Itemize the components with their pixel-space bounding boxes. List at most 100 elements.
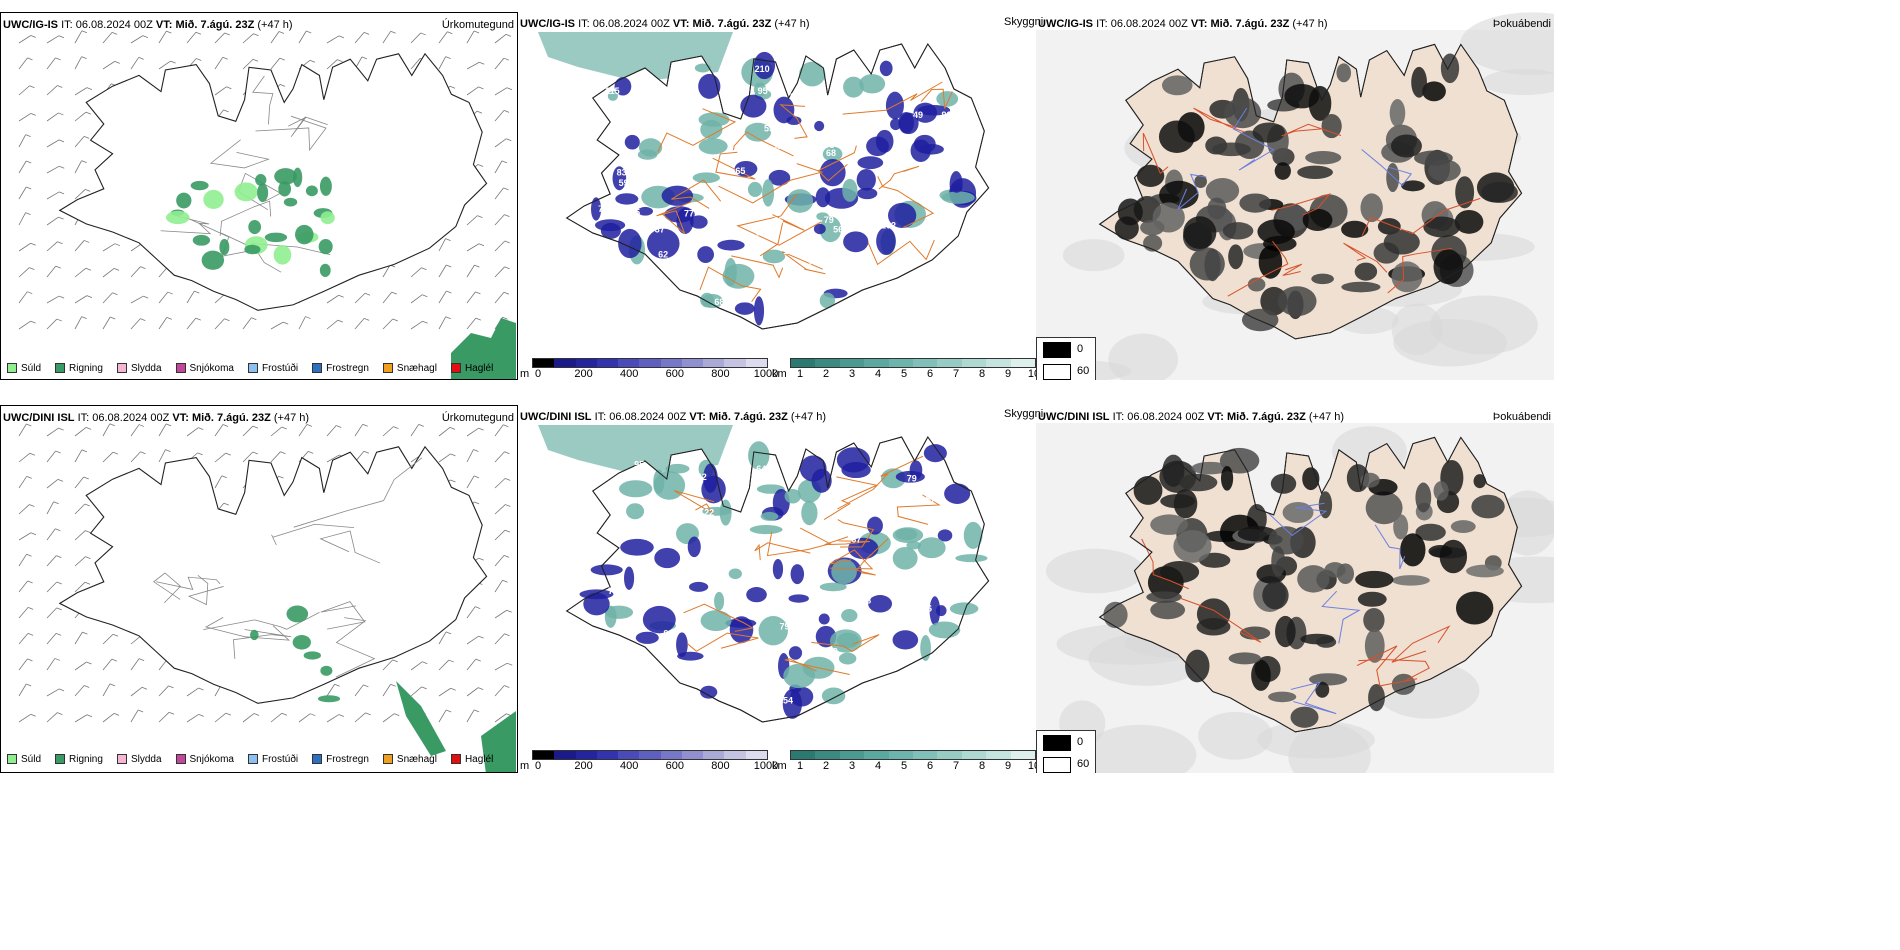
- wind-barb-tick: [55, 528, 61, 532]
- wind-barb-tick: [281, 426, 287, 430]
- cloud-cell: [822, 146, 843, 162]
- cloud-cell: [624, 134, 640, 150]
- wind-barb-tick: [140, 318, 146, 321]
- fog-cell: [1275, 615, 1296, 648]
- colorbar-step: [912, 359, 938, 367]
- fog-cell: [1189, 247, 1225, 281]
- wind-barb-tick: [30, 532, 37, 536]
- wind-barb-tick: [475, 606, 481, 610]
- wind-barb: [18, 713, 31, 723]
- cloud-cell: [626, 503, 645, 520]
- fog-swirl: [1082, 724, 1197, 773]
- fog-cell: [1290, 706, 1319, 728]
- colorbar-step: [864, 359, 889, 367]
- wind-barb: [494, 240, 506, 252]
- wind-barb-tick: [29, 504, 35, 507]
- colorbar-step: [703, 359, 725, 367]
- vt-label: VT:: [155, 19, 173, 31]
- cloud-base-label: 87: [904, 655, 914, 665]
- wind-barb-tick: [503, 109, 510, 113]
- cloud-base-label: 65: [811, 276, 821, 286]
- wind-barb: [46, 607, 57, 619]
- precip-legend-item: Haglél: [450, 754, 493, 765]
- colorbar-tick: 200: [574, 760, 593, 772]
- wind-barb: [494, 291, 505, 304]
- wind-barb-tick: [337, 59, 343, 62]
- cloud-cell: [744, 122, 772, 142]
- wind-barb-tick: [252, 425, 259, 429]
- cloud-base-unit: m: [520, 760, 530, 772]
- fog-cell: [1365, 491, 1403, 525]
- wind-barb: [326, 319, 339, 330]
- wind-barb: [354, 32, 365, 44]
- wind-barb-tick: [30, 242, 36, 246]
- wind-barb: [18, 35, 32, 44]
- road-line: [1180, 597, 1262, 643]
- cloud-base-label: 103: [783, 246, 798, 256]
- panel-header: UWC/IG-IS IT: 06.08.2024 00Z VT: Mið. 7.…: [1036, 12, 1554, 32]
- cloud-cell: [831, 559, 857, 585]
- wind-barb-tick: [473, 501, 480, 505]
- wind-barb-tick: [84, 503, 90, 507]
- wind-barb-tick: [390, 30, 396, 34]
- precip-cell: [192, 234, 211, 246]
- wind-barb-tick: [504, 266, 510, 270]
- fog-cell: [1103, 601, 1128, 629]
- wind-barb: [46, 688, 60, 697]
- cloud-base-label: 40: [805, 97, 815, 107]
- cloud-cell: [620, 538, 654, 556]
- cloud-base-label: 79: [674, 152, 684, 162]
- wind-barb: [242, 58, 254, 70]
- colorbar-step: [533, 751, 555, 759]
- legend-swatch: [7, 363, 17, 373]
- cloud-cell: [760, 511, 779, 521]
- cloud-cell: [937, 529, 953, 542]
- legend-swatch: [175, 754, 186, 764]
- wind-barb-tick: [27, 291, 33, 295]
- wind-barb-tick: [55, 57, 61, 61]
- colorbar-step: [745, 359, 767, 367]
- wind-barb-tick: [222, 424, 229, 427]
- cloud-cell: [740, 94, 767, 118]
- legend-label: Frostúði: [261, 362, 299, 374]
- colorbar-step: [575, 359, 597, 367]
- road-line: [160, 215, 212, 235]
- wind-barb-tick: [113, 713, 120, 716]
- wind-barb-tick: [30, 713, 36, 717]
- cloud-cell: [604, 605, 634, 619]
- fog-cell: [1455, 176, 1475, 209]
- wind-barb-tick: [279, 83, 286, 87]
- cloud-base-label: 44: [674, 250, 684, 260]
- wind-barb: [494, 633, 505, 645]
- panel-title: Úrkomutegund: [441, 412, 514, 424]
- fog-cell: [1368, 684, 1385, 712]
- road-line: [699, 266, 762, 303]
- colorbar-tick: 8: [978, 760, 986, 772]
- cloud-cell: [788, 646, 803, 660]
- vt-label: VT:: [672, 18, 690, 30]
- fog-cell: [1173, 530, 1212, 563]
- road-line: [837, 455, 924, 510]
- cloud-base-label: 54: [793, 304, 803, 314]
- wind-barb-tick: [53, 501, 59, 505]
- legend-label: Frostúði: [261, 753, 299, 765]
- cloud-base-colorbar: m 0 200 400 600 800 1000: [520, 750, 778, 773]
- wind-barb: [130, 266, 141, 278]
- wind-barb-tick: [502, 316, 508, 320]
- wind-barb: [270, 712, 283, 723]
- precip-type-panel-row2: UWC/DINI ISL IT: 06.08.2024 00Z VT: Mið.…: [0, 405, 518, 773]
- colorbar-step: [961, 751, 987, 759]
- road-line: [1374, 524, 1406, 570]
- cloud-cell: [590, 564, 623, 576]
- wind-barb: [74, 581, 86, 593]
- wind-barb: [410, 320, 423, 330]
- cloud-cell: [714, 591, 725, 611]
- wind-barb: [18, 85, 30, 96]
- wind-barb-tick: [392, 318, 398, 322]
- wind-barb: [18, 633, 29, 645]
- cloud-cell: [917, 537, 946, 559]
- fog-panel-row1: UWC/IG-IS IT: 06.08.2024 00Z VT: Mið. 7.…: [1036, 12, 1554, 380]
- fog-cell: [1146, 591, 1182, 603]
- wind-barb-tick: [478, 687, 484, 690]
- wind-barb-tick: [58, 191, 65, 195]
